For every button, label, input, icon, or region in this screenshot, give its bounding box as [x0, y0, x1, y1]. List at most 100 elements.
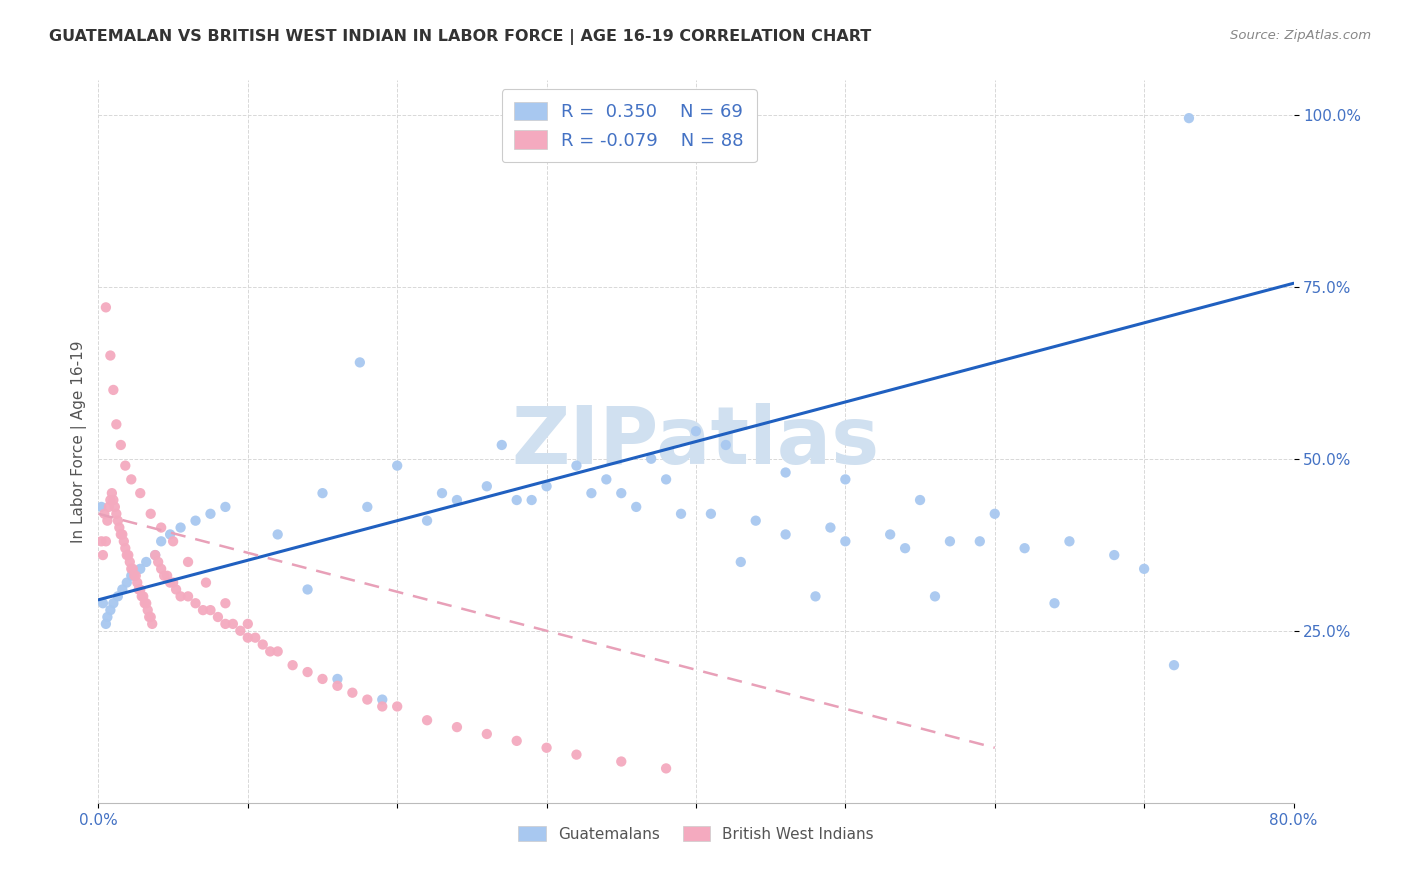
Point: [121, 562, 143, 576]
Point: [200, 603, 222, 617]
Point: [139, 610, 162, 624]
Point: [610, 755, 633, 769]
Point: [104, 500, 127, 514]
Point: [110, 438, 132, 452]
Point: [162, 534, 184, 549]
Point: [103, 383, 125, 397]
Point: [98, 349, 122, 363]
Point: [107, 514, 129, 528]
Point: [610, 486, 633, 500]
Point: [506, 734, 529, 748]
Point: [118, 555, 141, 569]
Point: [98, 493, 122, 508]
Point: [1133, 562, 1156, 576]
Point: [506, 493, 529, 508]
Point: [135, 555, 157, 569]
Point: [90, 500, 112, 514]
Point: [129, 486, 152, 500]
Point: [1178, 111, 1201, 125]
Point: [908, 493, 931, 508]
Point: [804, 590, 827, 604]
Point: [136, 603, 159, 617]
Legend: Guatemalans, British West Indians: Guatemalans, British West Indians: [510, 818, 882, 849]
Point: [1163, 658, 1185, 673]
Point: [162, 575, 184, 590]
Point: [297, 582, 319, 597]
Point: [117, 548, 139, 562]
Text: GUATEMALAN VS BRITISH WEST INDIAN IN LABOR FORCE | AGE 16-19 CORRELATION CHART: GUATEMALAN VS BRITISH WEST INDIAN IN LAB…: [49, 29, 872, 45]
Point: [150, 534, 173, 549]
Point: [132, 590, 155, 604]
Point: [1043, 596, 1066, 610]
Point: [124, 568, 146, 582]
Point: [1014, 541, 1036, 556]
Point: [143, 548, 166, 562]
Point: [141, 616, 163, 631]
Text: Source: ZipAtlas.com: Source: ZipAtlas.com: [1230, 29, 1371, 42]
Point: [655, 761, 678, 775]
Point: [236, 631, 259, 645]
Point: [131, 590, 153, 604]
Point: [97, 500, 120, 514]
Point: [184, 596, 207, 610]
Point: [91, 596, 114, 610]
Point: [114, 458, 136, 473]
Point: [475, 479, 498, 493]
Point: [111, 582, 134, 597]
Point: [342, 686, 364, 700]
Point: [128, 582, 150, 597]
Point: [416, 713, 439, 727]
Point: [730, 555, 752, 569]
Point: [281, 658, 304, 673]
Point: [356, 500, 378, 514]
Point: [165, 582, 187, 597]
Point: [93, 507, 115, 521]
Point: [527, 111, 550, 125]
Point: [98, 603, 122, 617]
Point: [879, 527, 901, 541]
Point: [105, 507, 128, 521]
Point: [184, 514, 207, 528]
Point: [135, 596, 157, 610]
Point: [103, 493, 125, 508]
Point: [108, 520, 131, 534]
Point: [139, 507, 162, 521]
Text: ZIPatlas: ZIPatlas: [512, 402, 880, 481]
Point: [969, 534, 991, 549]
Point: [191, 603, 214, 617]
Point: [894, 541, 917, 556]
Point: [138, 610, 160, 624]
Point: [148, 555, 170, 569]
Point: [311, 672, 333, 686]
Point: [536, 740, 558, 755]
Point: [520, 493, 543, 508]
Point: [1059, 534, 1081, 549]
Point: [267, 644, 290, 658]
Point: [114, 541, 136, 556]
Point: [356, 692, 378, 706]
Point: [169, 590, 191, 604]
Point: [745, 514, 768, 528]
Point: [107, 590, 129, 604]
Point: [252, 638, 274, 652]
Point: [150, 562, 173, 576]
Point: [349, 355, 371, 369]
Point: [669, 507, 692, 521]
Point: [111, 527, 134, 541]
Point: [259, 644, 281, 658]
Point: [94, 301, 117, 315]
Point: [371, 699, 394, 714]
Point: [159, 527, 181, 541]
Point: [371, 692, 394, 706]
Point: [311, 486, 333, 500]
Point: [129, 562, 152, 576]
Point: [195, 575, 218, 590]
Point: [105, 417, 128, 432]
Point: [267, 527, 290, 541]
Point: [297, 665, 319, 679]
Point: [120, 472, 142, 486]
Point: [214, 500, 236, 514]
Point: [581, 486, 603, 500]
Point: [446, 720, 468, 734]
Point: [430, 486, 453, 500]
